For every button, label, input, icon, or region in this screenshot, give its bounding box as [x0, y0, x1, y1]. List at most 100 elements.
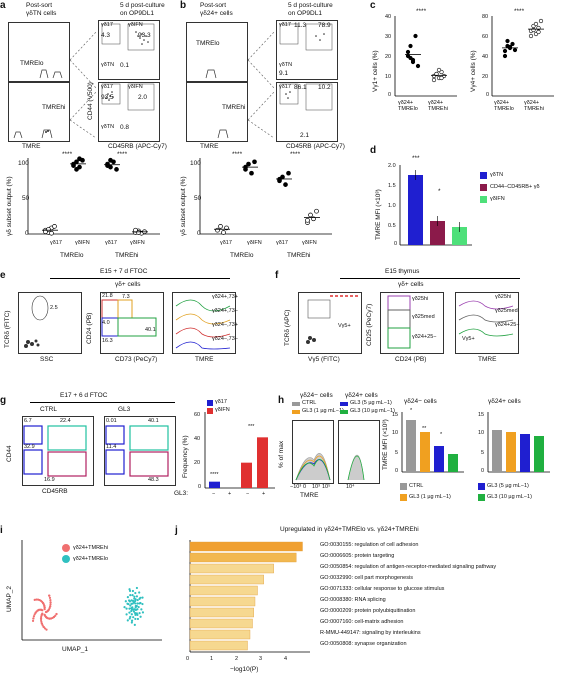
g-ytick3: 60	[194, 412, 201, 418]
c-l-ytick3: 30	[385, 34, 392, 40]
i-point-hi	[55, 612, 58, 616]
b-tn-top: 9.1	[279, 70, 289, 77]
e-y2: CD24 (PB)	[86, 312, 93, 344]
i-point-lo	[131, 589, 135, 593]
a-scatter-point	[46, 227, 51, 232]
i-point-lo	[134, 598, 137, 601]
g-sig1: ****	[210, 472, 219, 478]
g-gl3-n2: 40.1	[148, 418, 159, 424]
c-r-ytick1: 20	[482, 74, 489, 80]
d-sig2: *	[438, 188, 441, 195]
a-tn-top: 0.1	[120, 62, 130, 69]
i-point-hi	[42, 625, 45, 629]
panel-g-label: g	[0, 395, 7, 406]
h-ytick0: 0	[395, 468, 399, 474]
e-hleg4: γδ24−,73−	[212, 336, 238, 342]
b-hist-hi-svg	[217, 129, 229, 139]
f-x1: Vγ5 (FITC)	[308, 356, 340, 363]
c-left-point	[408, 55, 413, 61]
b-hist-lo	[186, 22, 248, 82]
b-left-title: Post-sort	[200, 2, 227, 9]
i-point-hi	[32, 617, 35, 620]
h-bar-t1: γδ24− cells	[404, 398, 437, 405]
g-ctrl-n1: 6.7	[24, 418, 32, 424]
d-bar-2	[452, 227, 467, 245]
b-tn-bot: 2.1	[300, 132, 310, 139]
e-q5: 40.1	[145, 327, 156, 333]
a-sig2: ****	[117, 151, 128, 158]
i-point-hi	[43, 613, 46, 616]
b-grp-lo: TMRElo	[230, 252, 254, 259]
e-y1: TCRδ (FITC)	[4, 310, 11, 348]
j-title: Upregulated in γδ24+TMRElo vs. γδ24+TMRE…	[280, 526, 419, 533]
i-point-lo	[134, 611, 137, 615]
j-bar-6	[189, 607, 254, 618]
panel-i-label: i	[0, 525, 3, 536]
d-legend-tn: γδTN	[490, 172, 504, 178]
j-term-9: GO:0050808: synapse organization	[320, 641, 407, 647]
a-sig1: ****	[62, 151, 73, 158]
i-point-hi	[49, 601, 52, 604]
b-gate-hi: TMREhi	[222, 104, 246, 111]
i-point-lo	[125, 613, 128, 616]
h-xt4: 10⁵	[322, 484, 331, 490]
h-hist-svg	[295, 453, 365, 481]
i-point-hi	[43, 608, 46, 611]
i-point-lo	[134, 606, 137, 609]
g-bar-0	[209, 481, 220, 488]
i-point-hi	[40, 608, 43, 611]
a-left-title2: γδTN cells	[26, 10, 57, 17]
b-group2: γδIFN	[247, 240, 262, 246]
h-r-ytick1: 5	[481, 450, 485, 456]
b-scatter-ylabel: γδ subset output (%)	[180, 176, 187, 236]
f-flow2-svg	[387, 295, 411, 349]
c-right-point	[512, 47, 518, 53]
panel-h-label: h	[278, 395, 285, 406]
a-scatter-plot	[27, 156, 160, 236]
j-bar-chart	[189, 540, 310, 653]
c-l-ytick2: 20	[385, 54, 392, 60]
h-bars1-bar-1	[420, 432, 430, 472]
f-hleg3: γδ24+25−	[495, 322, 520, 328]
g-xv2: +	[228, 491, 232, 497]
j-term-7: GO:0007160: cell-matrix adhesion	[320, 619, 404, 625]
b-scatter-point	[314, 208, 319, 214]
d-legend-ifn: γδIFN	[490, 196, 505, 202]
a-scatter-point	[105, 163, 110, 168]
f-hist-svg	[458, 300, 514, 337]
c-l-ytick4: 40	[385, 14, 392, 20]
g-leg2: γδIFN	[215, 407, 230, 413]
b-scatter-point	[218, 224, 223, 229]
i-point-lo	[141, 611, 145, 614]
f-g2: γδ25med	[412, 314, 435, 320]
g-ytick1: 20	[194, 460, 201, 466]
b-gate-lo: TMRElo	[196, 40, 220, 47]
j-bar-3	[189, 574, 264, 585]
d-bar-1	[430, 221, 445, 245]
b-ytick-50: 50	[194, 195, 202, 202]
e-subtitle: γδ+ cells	[115, 281, 141, 288]
i-point-lo	[136, 613, 139, 617]
e-hleg1: γδ24+,73+	[212, 294, 238, 300]
g-ytick0: 0	[198, 484, 202, 490]
i-point-lo	[138, 612, 141, 615]
i-point-hi	[32, 615, 36, 618]
i-leg2: γδ24+TMRElo	[73, 556, 109, 562]
j-term-2: GO:0050854: regulation of antigen-recept…	[320, 564, 497, 570]
a-q4-label: γδIFN	[128, 84, 143, 90]
e-hleg3: γδ24−,73+	[212, 322, 238, 328]
d-bar-chart	[399, 165, 472, 246]
f-title-rule	[340, 278, 520, 279]
i-point-hi	[38, 598, 41, 602]
i-y: UMAP_2	[6, 585, 13, 612]
c-left-ylabel: Vγ1+ cells (%)	[372, 50, 379, 92]
j-bar-7	[189, 618, 253, 629]
i-point-lo	[133, 608, 136, 611]
h-bars1-bar-0	[406, 420, 416, 472]
h-bleg3: GL3 (5 µg mL−1)	[487, 483, 529, 489]
i-point-hi	[40, 620, 43, 623]
c-left-point	[408, 43, 413, 49]
c-r-x2: γδ24+ TMREhi	[524, 100, 544, 112]
c-right-point	[533, 21, 539, 27]
g-sig2: ***	[248, 424, 255, 430]
